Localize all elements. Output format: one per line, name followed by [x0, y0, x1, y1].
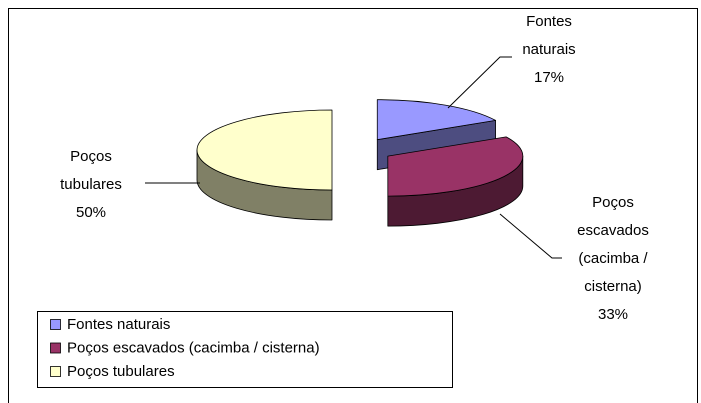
leader-line — [447, 56, 512, 109]
legend-swatch — [50, 342, 61, 354]
slice — [196, 109, 333, 191]
data-label-value: 17% — [533, 69, 565, 86]
legend-label: Poços escavados (cacimba / cisterna) — [67, 339, 320, 356]
data-label-name: Poços tubulares — [60, 148, 122, 193]
leader-line — [499, 213, 562, 259]
legend-label: Fontes naturais — [67, 316, 170, 333]
pie — [196, 99, 524, 227]
data-label: Poços escavados (cacimba / cisterna) 33% — [570, 189, 656, 329]
legend-swatch — [50, 319, 61, 330]
slice — [376, 99, 496, 141]
data-label-name: Fontes naturais — [522, 13, 576, 58]
data-label-value: 33% — [597, 306, 629, 323]
legend-box — [37, 311, 453, 388]
legend-swatch — [50, 366, 61, 377]
data-label-name: Poços escavados (cacimba / cisterna) — [577, 194, 649, 295]
data-label: Fontes naturais 17% — [512, 8, 586, 92]
legend: Fontes naturais Poços escavados (cacimba … — [50, 316, 320, 380]
legend-label: Poços tubulares — [67, 363, 175, 380]
data-label-value: 50% — [75, 204, 107, 221]
slice — [387, 136, 524, 197]
data-label: Poços tubulares 50% — [50, 143, 132, 227]
